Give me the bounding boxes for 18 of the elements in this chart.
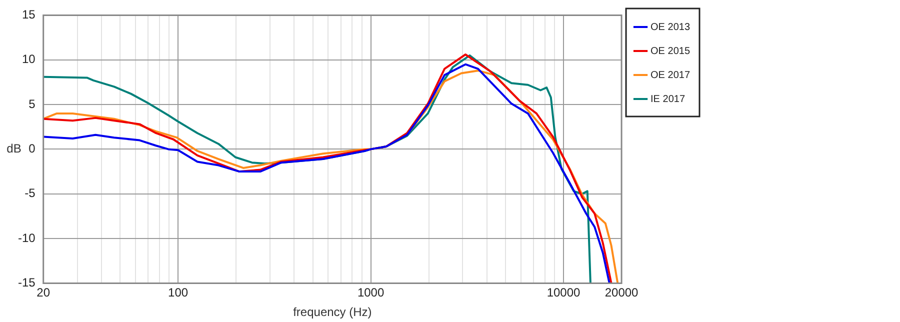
x-tick-label: 1000 [357,286,384,300]
x-tick-label: 20000 [604,286,639,300]
x-tick-label: 100 [168,286,188,300]
y-tick-label: 0 [28,142,36,156]
y-tick-label: 10 [22,52,36,66]
y-axis-title: dB [6,142,22,156]
legend-label: OE 2015 [650,46,690,57]
legend-label: IE 2017 [650,94,686,105]
y-tick-label: -10 [18,230,36,245]
x-axis-title: frequency (Hz) [293,305,372,320]
legend-label: OE 2017 [650,70,690,81]
y-tick-label: -15 [18,276,36,290]
y-tick-label: 5 [28,96,36,111]
y-tick-label: -5 [24,186,36,200]
y-tick-label: 15 [22,8,36,22]
x-tick-label: 20 [36,286,50,300]
legend-label: OE 2013 [650,22,690,33]
x-tick-label: 10000 [546,286,581,300]
